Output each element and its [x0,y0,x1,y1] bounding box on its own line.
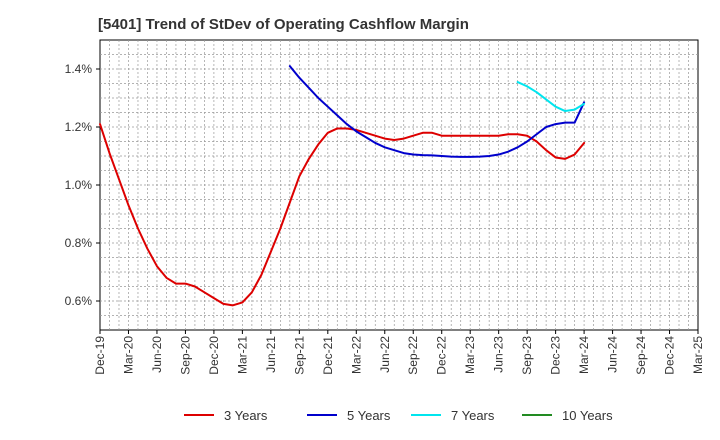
x-tick-label: Sep-22 [406,336,420,375]
x-tick-label: Mar-20 [121,336,135,374]
chart-title: [5401] Trend of StDev of Operating Cashf… [98,16,469,33]
x-axis-labels: Dec-19 Mar-20 Jun-20 Sep-20 Dec-20 Mar-21 Jun-… [93,330,705,375]
x-tick-label: Mar-23 [463,336,477,374]
legend-label-7-years: 7 Years [451,408,495,423]
x-tick-label: Jun-22 [378,336,392,373]
x-tick-label: Dec-24 [663,336,677,375]
y-tick-label: 0.8% [65,236,93,250]
series-lines [99,65,586,307]
y-tick-label: 1.0% [65,178,93,192]
x-tick-label: Mar-25 [691,336,705,374]
legend-label-10-years: 10 Years [562,408,613,423]
legend-label-3-years: 3 Years [224,408,268,423]
x-tick-label: Sep-23 [520,336,534,375]
x-tick-label: Jun-23 [492,336,506,373]
series-line-7-years [516,81,586,113]
x-tick-label: Jun-20 [150,336,164,373]
x-tick-label: Sep-20 [178,336,192,375]
x-tick-label: Sep-24 [634,336,648,375]
series-line-3-years [99,123,586,307]
x-tick-label: Sep-21 [292,336,306,375]
x-tick-label: Dec-21 [321,336,335,375]
y-tick-label: 1.2% [65,120,93,134]
series-line-5-years [288,65,586,158]
y-axis-labels: 0.6% 0.8% 1.0% 1.2% 1.4% [65,62,100,308]
y-tick-label: 1.4% [65,62,93,76]
x-tick-label: Mar-24 [577,336,591,374]
legend: 3 Years 5 Years 7 Years 10 Years [184,408,613,423]
x-tick-label: Dec-20 [207,336,221,375]
x-tick-label: Jun-21 [264,336,278,373]
x-tick-label: Mar-22 [349,336,363,374]
x-tick-label: Dec-23 [549,336,563,375]
x-tick-label: Mar-21 [235,336,249,374]
y-tick-label: 0.6% [65,294,93,308]
x-tick-label: Jun-24 [606,336,620,373]
legend-label-5-years: 5 Years [347,408,391,423]
x-tick-label: Dec-19 [93,336,107,375]
x-tick-label: Dec-22 [435,336,449,375]
